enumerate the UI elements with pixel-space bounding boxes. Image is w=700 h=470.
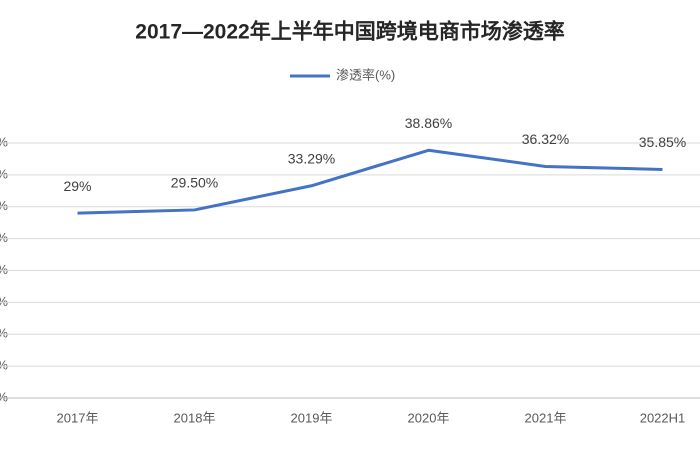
chart-title: 2017—2022年上半年中国跨境电商市场渗透率 — [135, 20, 564, 44]
data-label: 33.29% — [288, 150, 335, 166]
x-tick-label: 2019年 — [291, 410, 333, 425]
data-label: 29% — [63, 178, 91, 194]
y-tick-label: 5% — [0, 358, 8, 373]
y-tick-label: 10% — [0, 326, 8, 341]
y-tick-label: 20% — [0, 262, 8, 277]
data-label: 35.85% — [639, 134, 686, 150]
y-tick-label: 25% — [0, 230, 8, 245]
x-tick-label: 2018年 — [174, 410, 216, 425]
data-label: 38.86% — [405, 115, 452, 131]
y-tick-label: 15% — [0, 294, 8, 309]
y-tick-label: 0% — [0, 389, 8, 404]
legend-label: 渗透率(%) — [336, 67, 395, 82]
data-label: 29.50% — [171, 175, 218, 191]
data-label: 36.32% — [522, 131, 569, 147]
y-tick-label: 35% — [0, 166, 8, 181]
y-tick-label: 40% — [0, 134, 8, 149]
x-tick-label: 2022H1 — [640, 410, 686, 425]
x-tick-label: 2020年 — [408, 410, 450, 425]
y-tick-label: 30% — [0, 198, 8, 213]
x-tick-label: 2017年 — [57, 410, 99, 425]
x-tick-label: 2021年 — [525, 410, 567, 425]
series-line — [77, 148, 663, 215]
